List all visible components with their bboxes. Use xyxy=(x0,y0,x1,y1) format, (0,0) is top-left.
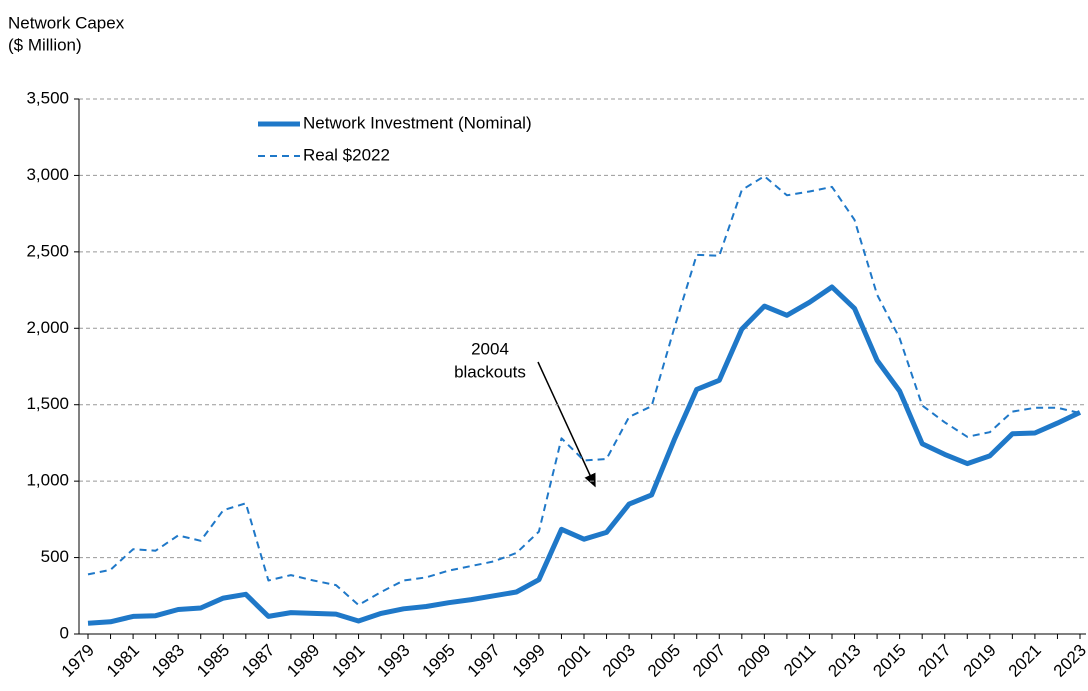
x-tick-label: 1999 xyxy=(509,641,549,681)
x-tick-label: 2011 xyxy=(780,641,819,680)
legend-label: Real $2022 xyxy=(303,145,390,164)
x-tick-label: 2013 xyxy=(824,641,864,681)
y-tick-label: 2,500 xyxy=(26,241,69,260)
y-tick-label: 1,500 xyxy=(26,394,69,413)
x-tick-label: 2023 xyxy=(1050,641,1088,681)
y-axis-label: ($ Million) xyxy=(8,35,82,54)
annotation: blackouts xyxy=(454,362,526,381)
x-tick-label: 2015 xyxy=(869,641,909,681)
y-tick-label: 3,000 xyxy=(26,165,69,184)
y-tick-label: 0 xyxy=(60,623,69,642)
annotation: 2004 xyxy=(471,339,509,358)
x-tick-label: 1995 xyxy=(419,641,459,681)
y-axis-label: Network Capex xyxy=(8,13,125,32)
x-tick-label: 2001 xyxy=(554,641,594,681)
legend-label: Network Investment (Nominal) xyxy=(303,113,532,132)
series-line xyxy=(87,284,1082,626)
x-tick-label: 1987 xyxy=(238,641,278,681)
x-tick-label: 2005 xyxy=(644,641,684,681)
x-tick-label: 1979 xyxy=(58,641,98,681)
x-tick-label: 1997 xyxy=(464,641,504,681)
x-tick-label: 1985 xyxy=(193,641,233,681)
x-tick-label: 2017 xyxy=(915,641,955,681)
x-tick-label: 1991 xyxy=(328,641,368,681)
x-tick-label: 1989 xyxy=(283,641,323,681)
x-tick-label: 2019 xyxy=(960,641,1000,681)
y-tick-label: 1,000 xyxy=(26,471,69,490)
y-tick-label: 2,000 xyxy=(26,318,69,337)
x-tick-label: 1993 xyxy=(373,641,413,681)
y-tick-label: 3,500 xyxy=(26,88,69,107)
y-tick-label: 500 xyxy=(41,547,69,566)
x-tick-label: 1983 xyxy=(148,641,188,681)
x-tick-label: 2003 xyxy=(599,641,639,681)
x-tick-label: 2007 xyxy=(689,641,729,681)
x-tick-label: 2009 xyxy=(734,641,774,681)
x-tick-label: 2021 xyxy=(1005,641,1045,681)
annotation-arrow xyxy=(537,361,596,488)
x-tick-label: 1981 xyxy=(103,641,143,681)
